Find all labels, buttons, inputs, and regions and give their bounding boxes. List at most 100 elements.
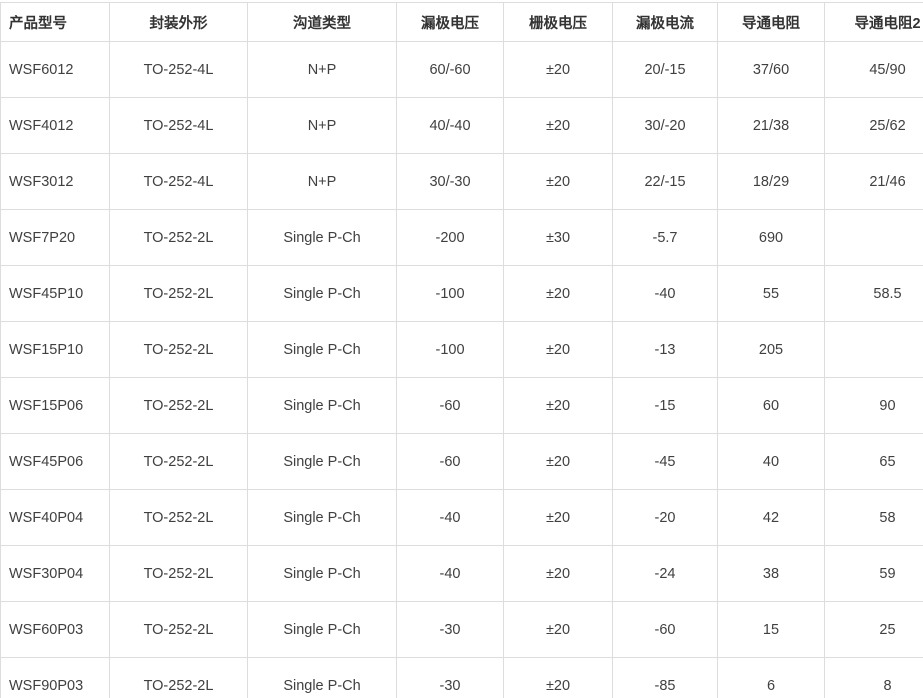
table-cell: WSF3012 [0,153,110,210]
table-cell: 30/-20 [612,97,718,154]
table-cell: TO-252-4L [109,153,248,210]
table-row: WSF60P03 TO-252-2L Single P-Ch -30 ±20 -60 15 2… [0,601,923,658]
column-header-5: 栅极电压 [503,2,613,42]
table-cell: WSF40P04 [0,489,110,546]
table-cell: -40 [612,265,718,322]
table-cell: -60 [612,601,718,658]
table-cell [824,321,923,378]
table-cell: 20/-15 [612,41,718,98]
table-cell: ±20 [503,321,613,378]
table-cell: Single P-Ch [247,321,397,378]
table-cell: 55 [717,265,825,322]
table-cell: -40 [396,489,504,546]
table-cell: ±20 [503,265,613,322]
table-cell: N+P [247,97,397,154]
table-cell: -200 [396,209,504,266]
column-header-2: 封装外形 [109,2,248,42]
table-cell: -100 [396,321,504,378]
table-cell: Single P-Ch [247,545,397,602]
table-cell: 65 [824,433,923,490]
table-cell: 6 [717,657,825,698]
table-cell: 60 [717,377,825,434]
table-cell: WSF7P20 [0,209,110,266]
table-cell: 40/-40 [396,97,504,154]
table-cell: N+P [247,153,397,210]
table-cell: 25 [824,601,923,658]
table-row: WSF6012 TO-252-4L N+P 60/-60 ±20 20/-15 37/60 4… [0,41,923,98]
table-cell: TO-252-4L [109,41,248,98]
table-row: WSF4012 TO-252-4L N+P 40/-40 ±20 30/-20 21/38 2… [0,97,923,154]
table-cell: 58.5 [824,265,923,322]
table-cell: 60/-60 [396,41,504,98]
table-cell: 21/38 [717,97,825,154]
table-cell: -13 [612,321,718,378]
table-cell: ±20 [503,153,613,210]
table-cell: 40 [717,433,825,490]
table-cell: Single P-Ch [247,657,397,698]
table-cell: 22/-15 [612,153,718,210]
table-cell: -30 [396,601,504,658]
table-cell: Single P-Ch [247,601,397,658]
table-cell: Single P-Ch [247,489,397,546]
table-cell: ±20 [503,489,613,546]
table-cell: 205 [717,321,825,378]
table-row: WSF45P06 TO-252-2L Single P-Ch -60 ±20 -45 40 6… [0,433,923,490]
table-cell: -24 [612,545,718,602]
table-cell: WSF30P04 [0,545,110,602]
table-cell: TO-252-2L [109,433,248,490]
table-cell: 18/29 [717,153,825,210]
table-cell: -40 [396,545,504,602]
table-cell: TO-252-2L [109,377,248,434]
table-cell: 30/-30 [396,153,504,210]
table-cell [824,209,923,266]
table-cell: Single P-Ch [247,209,397,266]
header-row: 产品型号 封装外形 沟道类型 漏极电压 栅极电压 漏极电流 导通电阻 导通电阻2 [0,2,923,42]
column-header-4: 漏极电压 [396,2,504,42]
table-cell: -85 [612,657,718,698]
table-row: WSF30P04 TO-252-2L Single P-Ch -40 ±20 -24 38 5… [0,545,923,602]
table-row: WSF45P10 TO-252-2L Single P-Ch -100 ±20 -40 55… [0,265,923,322]
table-cell: ±20 [503,41,613,98]
table-cell: WSF4012 [0,97,110,154]
table-cell: 42 [717,489,825,546]
table-cell: 25/62 [824,97,923,154]
table-cell: TO-252-2L [109,601,248,658]
table-cell: WSF6012 [0,41,110,98]
table-cell: -100 [396,265,504,322]
table-cell: WSF15P10 [0,321,110,378]
table-cell: ±20 [503,377,613,434]
table-cell: 59 [824,545,923,602]
table-cell: 21/46 [824,153,923,210]
table-cell: 45/90 [824,41,923,98]
table-cell: ±20 [503,601,613,658]
column-header-6: 漏极电流 [612,2,718,42]
table-cell: WSF45P10 [0,265,110,322]
table-cell: -15 [612,377,718,434]
table-cell: -20 [612,489,718,546]
table-cell: 690 [717,209,825,266]
table-cell: TO-252-2L [109,209,248,266]
table-cell: 37/60 [717,41,825,98]
table-row: WSF15P06 TO-252-2L Single P-Ch -60 ±20 -15 60 9… [0,377,923,434]
table-cell: TO-252-2L [109,489,248,546]
table-cell: -60 [396,377,504,434]
table-row: WSF90P03 TO-252-2L Single P-Ch -30 ±20 -85 6 8 [0,657,923,698]
table-cell: 8 [824,657,923,698]
column-header-3: 沟道类型 [247,2,397,42]
table-cell: N+P [247,41,397,98]
column-header-7: 导通电阻 [717,2,825,42]
table-cell: Single P-Ch [247,433,397,490]
table-row: WSF40P04 TO-252-2L Single P-Ch -40 ±20 -20 42 5… [0,489,923,546]
table-cell: ±20 [503,657,613,698]
table-cell: WSF60P03 [0,601,110,658]
table-cell: -60 [396,433,504,490]
table-cell: -5.7 [612,209,718,266]
table-cell: TO-252-2L [109,321,248,378]
column-header-8: 导通电阻2 [824,2,923,42]
table-cell: TO-252-2L [109,545,248,602]
table-cell: ±20 [503,97,613,154]
table-cell: ±30 [503,209,613,266]
table-cell: WSF90P03 [0,657,110,698]
column-header-1: 产品型号 [0,2,110,42]
